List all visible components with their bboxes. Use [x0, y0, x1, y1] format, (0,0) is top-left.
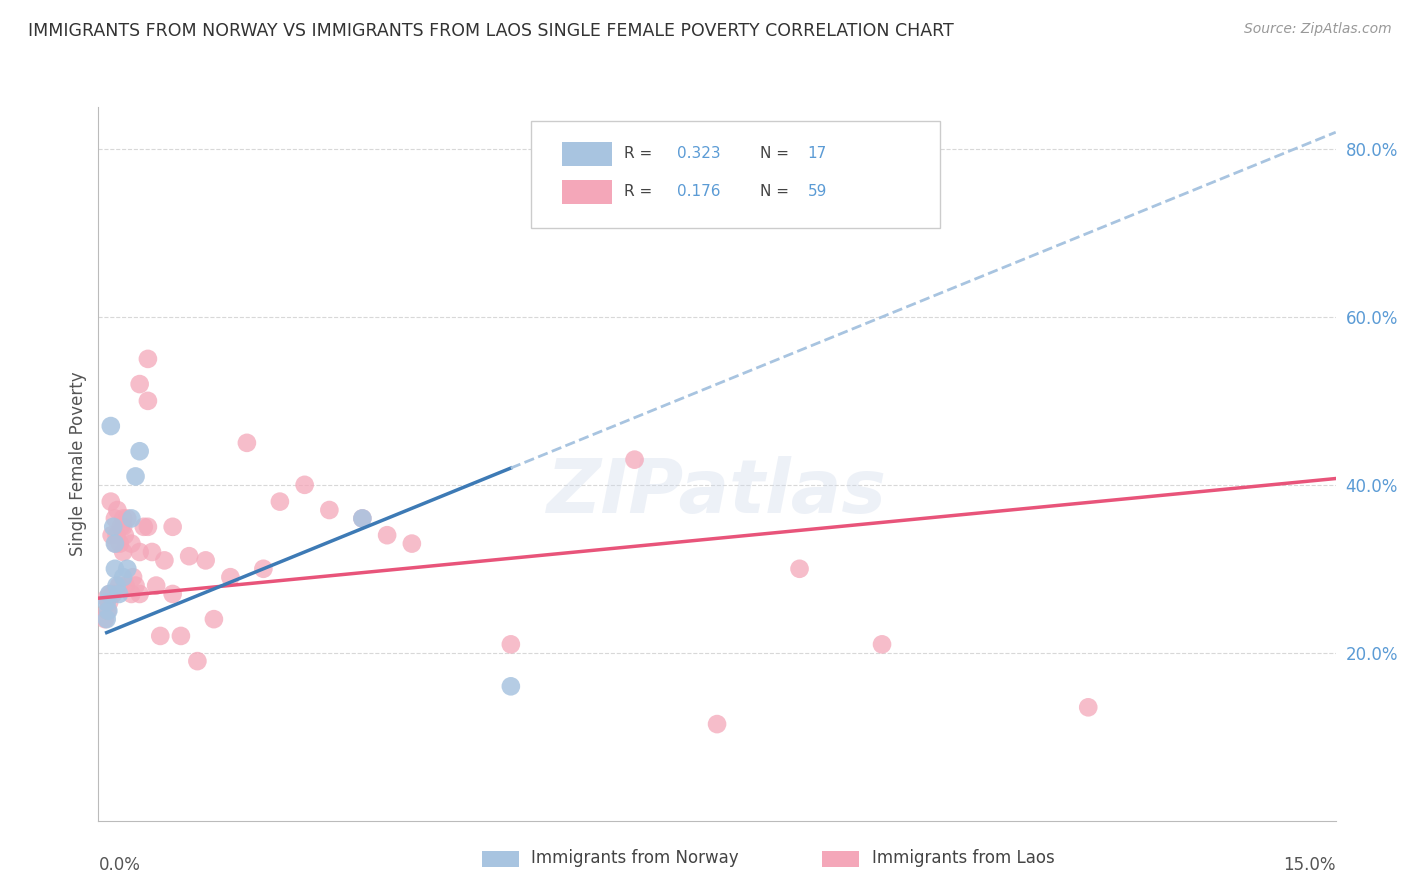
Point — [623, 452, 645, 467]
Point — [117, 562, 139, 576]
Point — [104, 536, 127, 550]
Point — [499, 679, 522, 693]
Text: ZIPatlas: ZIPatlas — [547, 456, 887, 529]
Point — [269, 494, 291, 508]
Point — [252, 562, 274, 576]
Text: N =: N = — [761, 146, 794, 161]
Point — [108, 578, 131, 592]
Text: Source: ZipAtlas.com: Source: ZipAtlas.com — [1244, 22, 1392, 37]
Point — [112, 520, 135, 534]
Point — [104, 536, 127, 550]
Point — [219, 570, 242, 584]
Point — [124, 469, 146, 483]
Point — [104, 511, 127, 525]
Point — [96, 591, 118, 606]
Point — [100, 494, 122, 508]
Point — [194, 553, 217, 567]
Point — [128, 444, 150, 458]
Point — [117, 511, 139, 525]
Text: 0.323: 0.323 — [678, 146, 721, 161]
Text: 17: 17 — [807, 146, 827, 161]
Point — [141, 545, 163, 559]
Point — [96, 612, 118, 626]
Point — [202, 612, 225, 626]
Point — [352, 511, 374, 525]
Point — [145, 578, 167, 592]
Bar — [482, 851, 519, 867]
Text: N =: N = — [761, 184, 794, 199]
Bar — [562, 142, 612, 166]
Point — [499, 637, 522, 651]
Point — [108, 587, 131, 601]
Text: 0.176: 0.176 — [678, 184, 721, 199]
Point — [870, 637, 893, 651]
Point — [375, 528, 398, 542]
Point — [170, 629, 193, 643]
Point — [136, 351, 159, 366]
Point — [98, 587, 121, 601]
Point — [94, 612, 117, 626]
Point — [96, 595, 118, 609]
Point — [108, 536, 131, 550]
Text: IMMIGRANTS FROM NORWAY VS IMMIGRANTS FROM LAOS SINGLE FEMALE POVERTY CORRELATION: IMMIGRANTS FROM NORWAY VS IMMIGRANTS FRO… — [28, 22, 953, 40]
Point — [1077, 700, 1099, 714]
Point — [98, 587, 121, 601]
Point — [114, 528, 136, 542]
Point — [112, 511, 135, 525]
Point — [105, 578, 128, 592]
Point — [153, 553, 176, 567]
Text: 59: 59 — [807, 184, 827, 199]
Text: R =: R = — [624, 184, 658, 199]
Bar — [562, 180, 612, 204]
Text: Immigrants from Laos: Immigrants from Laos — [872, 849, 1054, 867]
Point — [136, 520, 159, 534]
Point — [96, 604, 118, 618]
Point — [318, 503, 340, 517]
Text: Immigrants from Norway: Immigrants from Norway — [531, 849, 740, 867]
Point — [103, 587, 125, 601]
Text: 15.0%: 15.0% — [1284, 856, 1336, 874]
Point — [112, 545, 135, 559]
Y-axis label: Single Female Poverty: Single Female Poverty — [69, 372, 87, 556]
Point — [100, 419, 122, 434]
Point — [186, 654, 208, 668]
Text: R =: R = — [624, 146, 658, 161]
Point — [120, 511, 142, 525]
Point — [97, 604, 120, 618]
Point — [294, 478, 316, 492]
Point — [162, 587, 184, 601]
Point — [112, 570, 135, 584]
Point — [105, 528, 128, 542]
Point — [100, 528, 122, 542]
Point — [149, 629, 172, 643]
Point — [120, 587, 142, 601]
Point — [179, 549, 201, 564]
Point — [98, 595, 121, 609]
Point — [101, 587, 124, 601]
Text: 0.0%: 0.0% — [98, 856, 141, 874]
Bar — [823, 851, 859, 867]
Point — [104, 562, 127, 576]
Point — [136, 393, 159, 408]
Point — [105, 503, 128, 517]
Point — [122, 570, 145, 584]
Point — [789, 562, 811, 576]
Point — [162, 520, 184, 534]
Point — [114, 578, 136, 592]
FancyBboxPatch shape — [531, 121, 939, 228]
Point — [128, 545, 150, 559]
Point — [352, 511, 374, 525]
Point — [110, 520, 132, 534]
Point — [128, 377, 150, 392]
Point — [236, 435, 259, 450]
Point — [103, 520, 125, 534]
Point — [132, 520, 155, 534]
Point — [128, 587, 150, 601]
Point — [401, 536, 423, 550]
Point — [124, 578, 146, 592]
Point — [120, 536, 142, 550]
Point — [706, 717, 728, 731]
